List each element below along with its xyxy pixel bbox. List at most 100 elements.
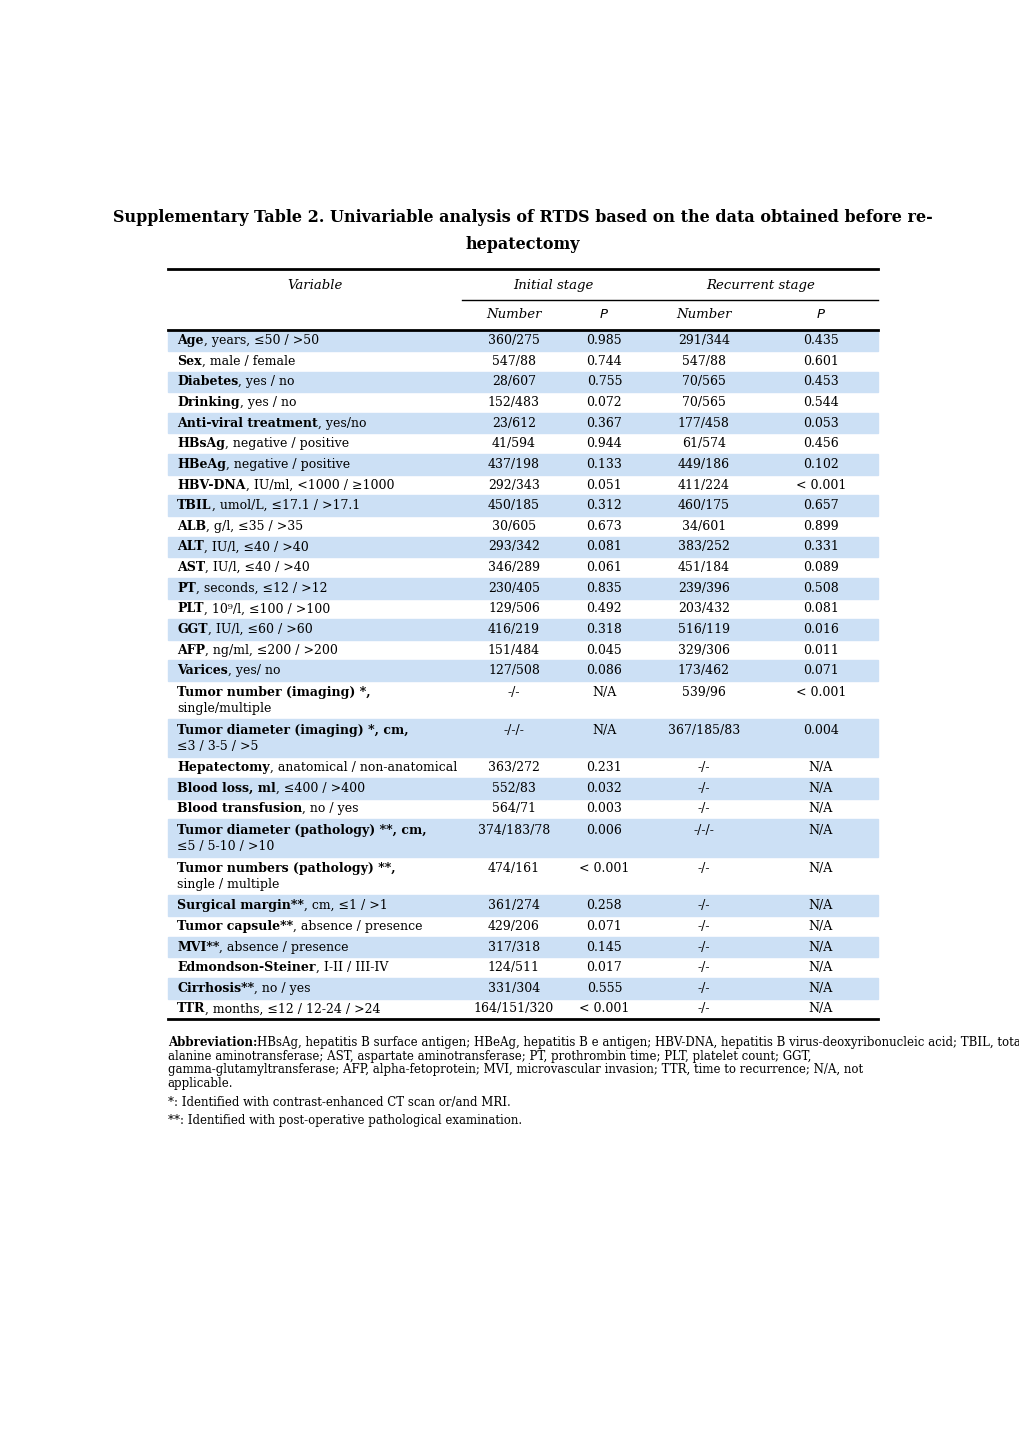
Text: , seconds, ≤12 / >12: , seconds, ≤12 / >12 [196, 582, 327, 595]
Text: 0.053: 0.053 [802, 417, 838, 430]
Text: 0.051: 0.051 [586, 479, 622, 492]
Text: , yes/ no: , yes/ no [227, 664, 280, 677]
Text: , years, ≤50 / >50: , years, ≤50 / >50 [204, 335, 318, 348]
Text: 230/405: 230/405 [487, 582, 539, 595]
Text: 0.673: 0.673 [586, 519, 622, 532]
Bar [168, 577, 876, 599]
Text: Tumor numbers (pathology) **,: Tumor numbers (pathology) **, [177, 863, 395, 876]
Bar [168, 371, 876, 392]
Text: Age: Age [177, 335, 204, 348]
Text: , male / female: , male / female [202, 355, 294, 368]
Text: TBIL: TBIL [177, 499, 211, 512]
Text: 0.086: 0.086 [586, 664, 622, 677]
Text: , negative / positive: , negative / positive [225, 437, 348, 450]
Text: -/-: -/- [697, 760, 709, 773]
Text: 0.003: 0.003 [586, 802, 622, 815]
Bar [168, 619, 876, 639]
Text: N/A: N/A [592, 685, 615, 698]
Text: HBsAg, hepatitis B surface antigen; HBeAg, hepatitis B e antigen; HBV-DNA, hepat: HBsAg, hepatitis B surface antigen; HBeA… [257, 1036, 1019, 1049]
Text: 429/206: 429/206 [487, 919, 539, 932]
Text: 0.071: 0.071 [802, 664, 838, 677]
Text: N/A: N/A [808, 961, 833, 974]
Text: , negative / positive: , negative / positive [226, 457, 350, 470]
Text: N/A: N/A [808, 919, 833, 932]
Text: , yes / no: , yes / no [238, 375, 294, 388]
Text: 0.145: 0.145 [586, 941, 622, 954]
Text: 0.032: 0.032 [586, 782, 622, 795]
Text: 552/83: 552/83 [491, 782, 535, 795]
Text: 331/304: 331/304 [487, 981, 539, 994]
Text: N/A: N/A [808, 941, 833, 954]
Text: 0.944: 0.944 [586, 437, 622, 450]
Text: Tumor capsule**: Tumor capsule** [177, 919, 292, 932]
Text: 0.601: 0.601 [802, 355, 838, 368]
Bar [168, 495, 876, 517]
Text: 0.081: 0.081 [586, 541, 622, 554]
Text: -/-: -/- [697, 1003, 709, 1016]
Text: Anti-viral treatment: Anti-viral treatment [177, 417, 318, 430]
Text: 361/274: 361/274 [487, 899, 539, 912]
Text: 460/175: 460/175 [677, 499, 729, 512]
Text: 0.744: 0.744 [586, 355, 622, 368]
Text: N/A: N/A [808, 899, 833, 912]
Bar [168, 661, 876, 681]
Text: 360/275: 360/275 [487, 335, 539, 348]
Text: -/-/-: -/-/- [693, 824, 713, 837]
Text: , IU/ml, <1000 / ≥1000: , IU/ml, <1000 / ≥1000 [246, 479, 393, 492]
Text: ALT: ALT [177, 541, 204, 554]
Text: HBeAg: HBeAg [177, 457, 226, 470]
Bar [168, 455, 876, 475]
Text: alanine aminotransferase; AST, aspartate aminotransferase; PT, prothrombin time;: alanine aminotransferase; AST, aspartate… [168, 1049, 810, 1062]
Text: 164/151/320: 164/151/320 [473, 1003, 553, 1016]
Text: , I-II / III-IV: , I-II / III-IV [315, 961, 387, 974]
Text: *: Identified with contrast-enhanced CT scan or/and MRI.: *: Identified with contrast-enhanced CT … [168, 1097, 511, 1110]
Text: PLT: PLT [177, 602, 204, 615]
Text: 0.985: 0.985 [586, 335, 622, 348]
Text: 516/119: 516/119 [677, 623, 729, 636]
Text: gamma-glutamyltransferase; AFP, alpha-fetoprotein; MVI, microvascular invasion; : gamma-glutamyltransferase; AFP, alpha-fe… [168, 1063, 862, 1076]
Text: -/-: -/- [697, 899, 709, 912]
Text: TTR: TTR [177, 1003, 205, 1016]
Text: , ≤400 / >400: , ≤400 / >400 [275, 782, 365, 795]
Text: 474/161: 474/161 [487, 863, 539, 876]
Bar [168, 330, 876, 351]
Text: , umol/L, ≤17.1 / >17.1: , umol/L, ≤17.1 / >17.1 [211, 499, 360, 512]
Text: 450/185: 450/185 [487, 499, 539, 512]
Text: 383/252: 383/252 [678, 541, 729, 554]
Text: Varices: Varices [177, 664, 227, 677]
Bar [168, 978, 876, 999]
Text: 0.089: 0.089 [802, 561, 838, 574]
Text: N/A: N/A [808, 782, 833, 795]
Text: , yes/no: , yes/no [318, 417, 366, 430]
Text: Blood loss, ml: Blood loss, ml [177, 782, 275, 795]
Text: 346/289: 346/289 [487, 561, 539, 574]
Text: 239/396: 239/396 [678, 582, 729, 595]
Text: 0.071: 0.071 [586, 919, 622, 932]
Text: 129/506: 129/506 [487, 602, 539, 615]
Text: 34/601: 34/601 [681, 519, 726, 532]
Text: 411/224: 411/224 [677, 479, 729, 492]
Text: 203/432: 203/432 [677, 602, 729, 615]
Bar [168, 820, 876, 857]
Text: , no / yes: , no / yes [302, 802, 359, 815]
Text: 124/511: 124/511 [487, 961, 539, 974]
Text: PT: PT [177, 582, 196, 595]
Text: HBsAg: HBsAg [177, 437, 225, 450]
Text: 0.492: 0.492 [586, 602, 622, 615]
Text: Surgical margin**: Surgical margin** [177, 899, 304, 912]
Text: AFP: AFP [177, 644, 205, 657]
Text: N/A: N/A [592, 724, 615, 737]
Text: N/A: N/A [808, 824, 833, 837]
Text: AST: AST [177, 561, 205, 574]
Text: 173/462: 173/462 [677, 664, 729, 677]
Text: 152/483: 152/483 [487, 395, 539, 408]
Text: 0.508: 0.508 [802, 582, 838, 595]
Text: -/-: -/- [697, 941, 709, 954]
Text: 0.555: 0.555 [586, 981, 622, 994]
Text: , anatomical / non-anatomical: , anatomical / non-anatomical [269, 760, 457, 773]
Text: 0.544: 0.544 [802, 395, 838, 408]
Text: , months, ≤12 / 12-24 / >24: , months, ≤12 / 12-24 / >24 [205, 1003, 381, 1016]
Text: 0.899: 0.899 [802, 519, 838, 532]
Text: ≤3 / 3-5 / >5: ≤3 / 3-5 / >5 [177, 740, 258, 753]
Text: Recurrent stage: Recurrent stage [705, 280, 814, 293]
